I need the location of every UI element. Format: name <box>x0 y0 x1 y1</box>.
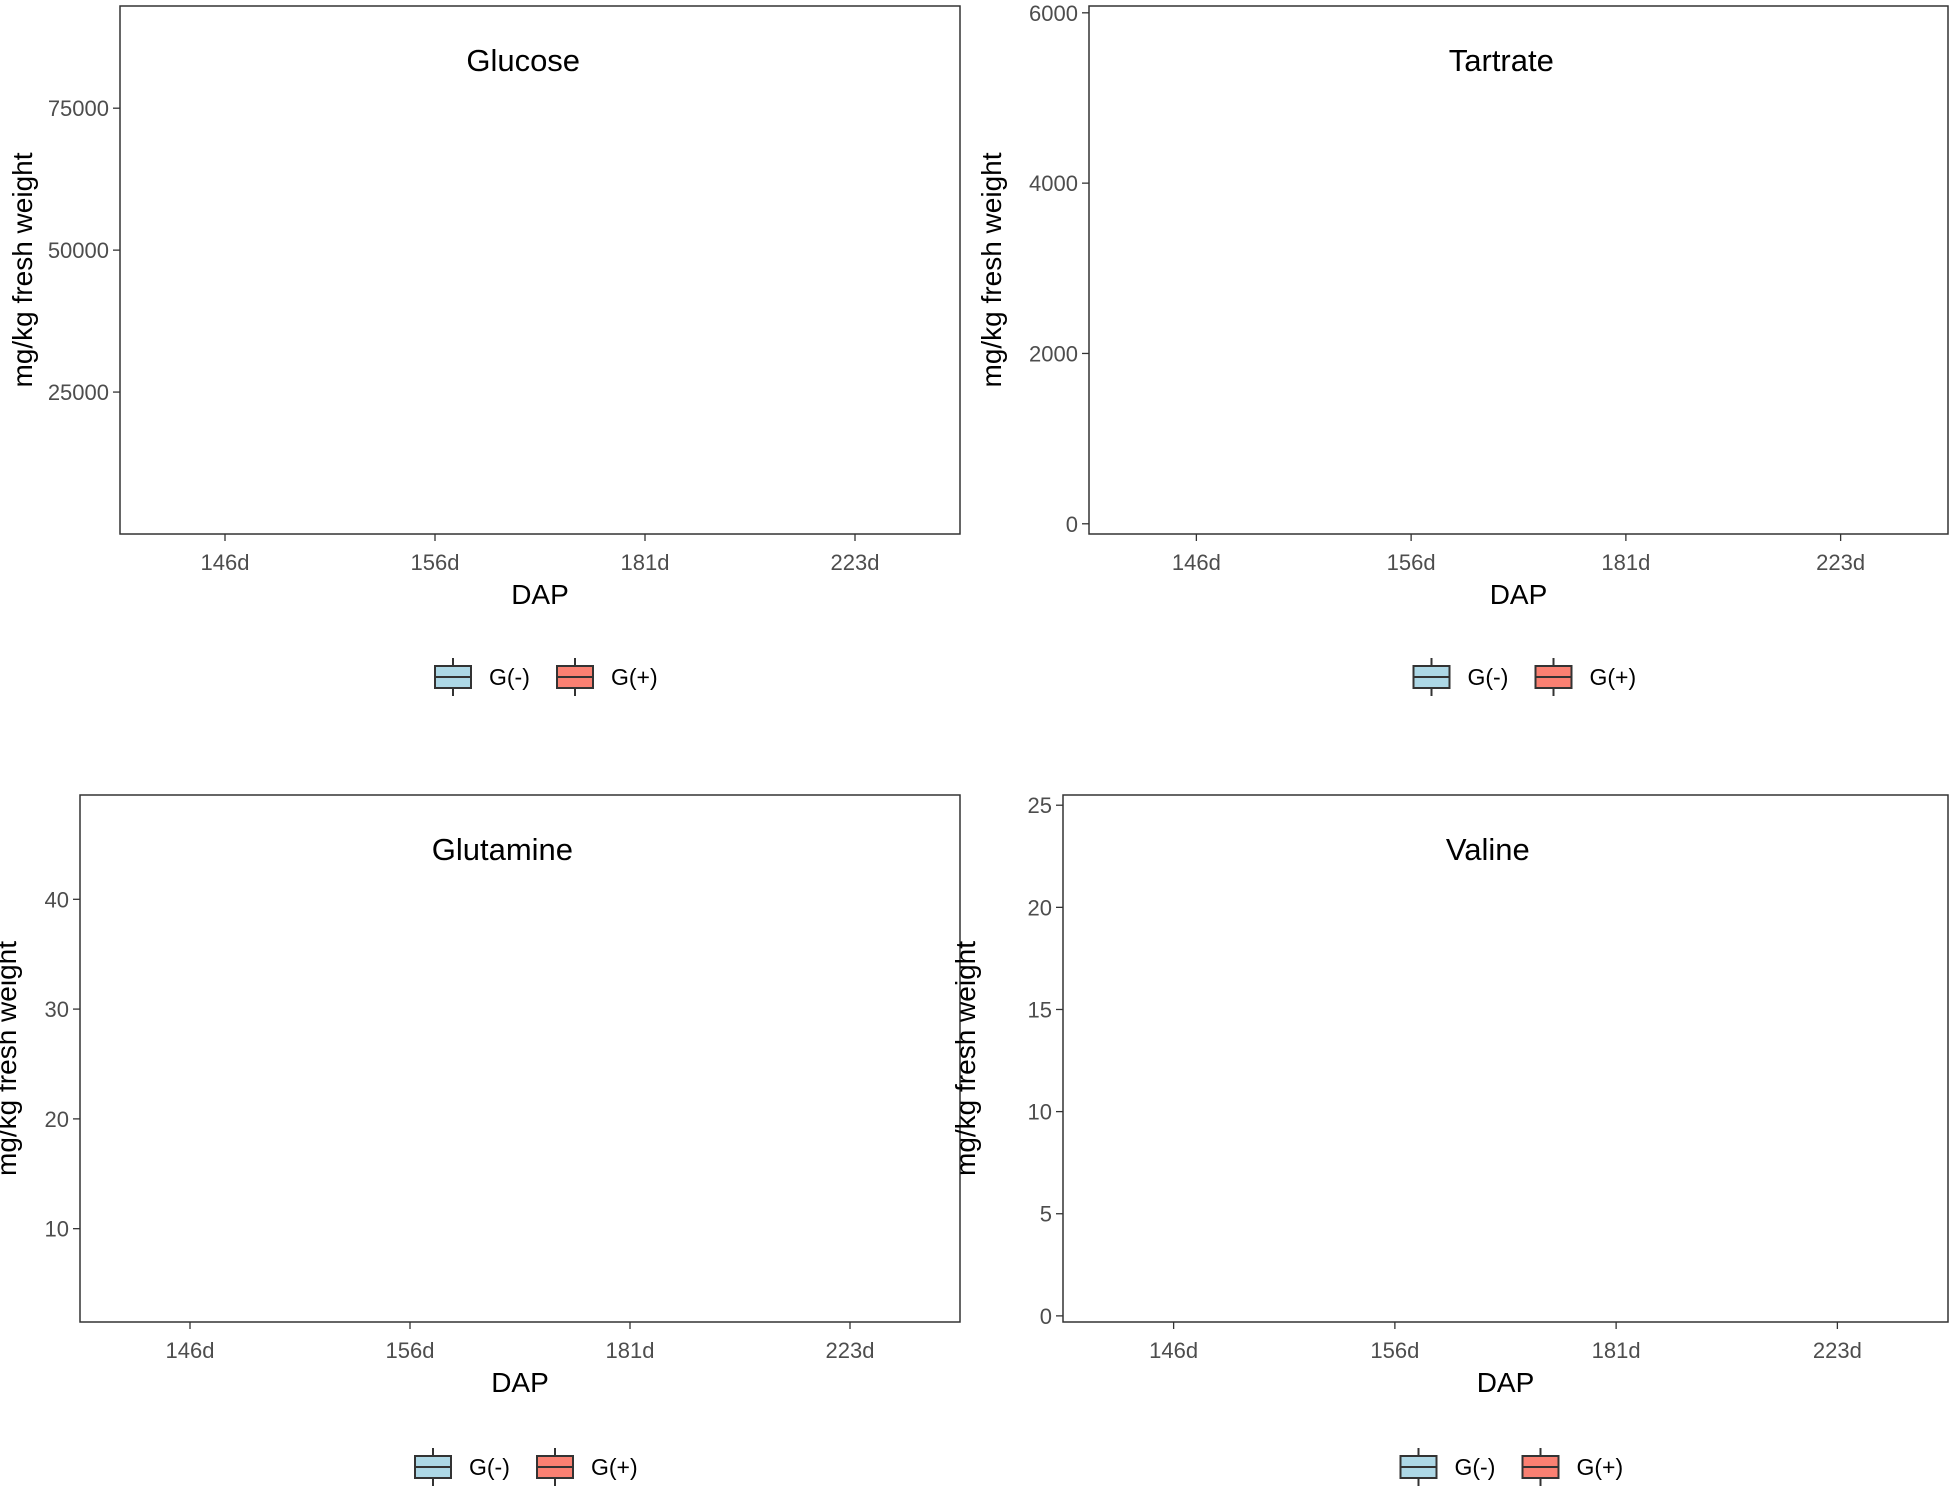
x-tick-label: 223d <box>1813 1338 1862 1363</box>
x-tick-label: 223d <box>826 1338 875 1363</box>
legend-key-G(+) <box>556 658 594 696</box>
legend-label: G(-) <box>469 1454 510 1480</box>
x-axis-title: DAP <box>491 1367 549 1398</box>
legend-label: G(+) <box>1590 664 1637 690</box>
y-tick-label: 2000 <box>1029 341 1078 366</box>
plot-border <box>119 5 961 535</box>
plot-border <box>1062 794 1949 1323</box>
y-tick-label: 40 <box>45 887 69 912</box>
y-axis-title: mg/kg fresh weight <box>950 941 981 1176</box>
x-tick-label: 146d <box>1172 550 1221 575</box>
chart-panel-glucose: *Glucose250005000075000146d156d181d223dD… <box>7 5 961 696</box>
y-tick-label: 30 <box>45 997 69 1022</box>
y-tick-label: 0 <box>1066 512 1078 537</box>
legend-key-G(+) <box>536 1448 574 1486</box>
chart-panel-tartrate: *Tartrate0200040006000146d156d181d223dDA… <box>976 1 1949 696</box>
y-tick-label: 50000 <box>48 238 109 263</box>
legend-key-G(-) <box>434 658 472 696</box>
legend-key-G(-) <box>1412 658 1451 696</box>
y-axis-title: mg/kg fresh weight <box>976 152 1007 387</box>
x-tick-label: 181d <box>621 550 670 575</box>
y-axis-title: mg/kg fresh weight <box>7 152 38 387</box>
x-axis-title: DAP <box>1477 1367 1535 1398</box>
y-tick-label: 5 <box>1040 1202 1052 1227</box>
chart-panel-valine: Valine 0 5 10 15 20 25 146d 156d 181d 223d DAP mg/kg… <box>950 793 1949 1486</box>
legend-key-G(+) <box>1521 1448 1560 1486</box>
y-tick-label: 25 <box>1028 793 1052 818</box>
y-tick-label: 20 <box>1028 895 1052 920</box>
legend-label: G(-) <box>489 664 530 690</box>
legend-key-G(-) <box>1399 1448 1438 1486</box>
legend: G(-) G(+) <box>1399 1448 1624 1486</box>
y-tick-label: 75000 <box>48 96 109 121</box>
plot-border <box>79 794 961 1323</box>
y-tick-label: 10 <box>45 1217 69 1242</box>
plot-border <box>1088 5 1949 535</box>
panel-title: Glutamine <box>432 832 573 867</box>
legend-label: G(-) <box>1455 1454 1496 1480</box>
legend-key-G(+) <box>1534 658 1573 696</box>
x-tick-label: 156d <box>1387 550 1436 575</box>
y-tick-label: 6000 <box>1029 1 1078 26</box>
y-tick-label: 25000 <box>48 380 109 405</box>
panel-title: Tartrate <box>1449 43 1554 78</box>
legend: G(-) G(+) <box>414 1448 638 1486</box>
x-tick-label: 146d <box>1149 1338 1198 1363</box>
y-tick-label: 0 <box>1040 1304 1052 1329</box>
legend: G(-) G(+) <box>1412 658 1637 696</box>
y-axis-title: mg/kg fresh weight <box>0 941 22 1176</box>
y-tick-label: 10 <box>1028 1100 1052 1125</box>
x-tick-label: 156d <box>411 550 460 575</box>
legend: G(-) G(+) <box>434 658 658 696</box>
x-tick-label: 146d <box>201 550 250 575</box>
x-tick-label: 156d <box>386 1338 435 1363</box>
x-tick-label: 181d <box>606 1338 655 1363</box>
x-axis-title: DAP <box>511 579 569 610</box>
x-tick-label: 181d <box>1592 1338 1641 1363</box>
panel-title: Glucose <box>466 43 580 78</box>
chart-panel-glutamine: **Glutamine10203040146d156d181d223dDAPmg… <box>0 794 961 1486</box>
panel-title: Valine <box>1446 832 1530 867</box>
x-axis-title: DAP <box>1490 579 1548 610</box>
y-tick-label: 20 <box>45 1107 69 1132</box>
legend-label: G(+) <box>611 664 658 690</box>
x-tick-label: 181d <box>1601 550 1650 575</box>
x-tick-label: 223d <box>1816 550 1865 575</box>
x-tick-label: 146d <box>166 1338 215 1363</box>
x-tick-label: 223d <box>831 550 880 575</box>
y-tick-label: 4000 <box>1029 171 1078 196</box>
legend-key-G(-) <box>414 1448 452 1486</box>
legend-label: G(+) <box>591 1454 638 1480</box>
legend-label: G(-) <box>1468 664 1509 690</box>
legend-label: G(+) <box>1577 1454 1624 1480</box>
y-tick-label: 15 <box>1028 997 1052 1022</box>
x-tick-label: 156d <box>1370 1338 1419 1363</box>
